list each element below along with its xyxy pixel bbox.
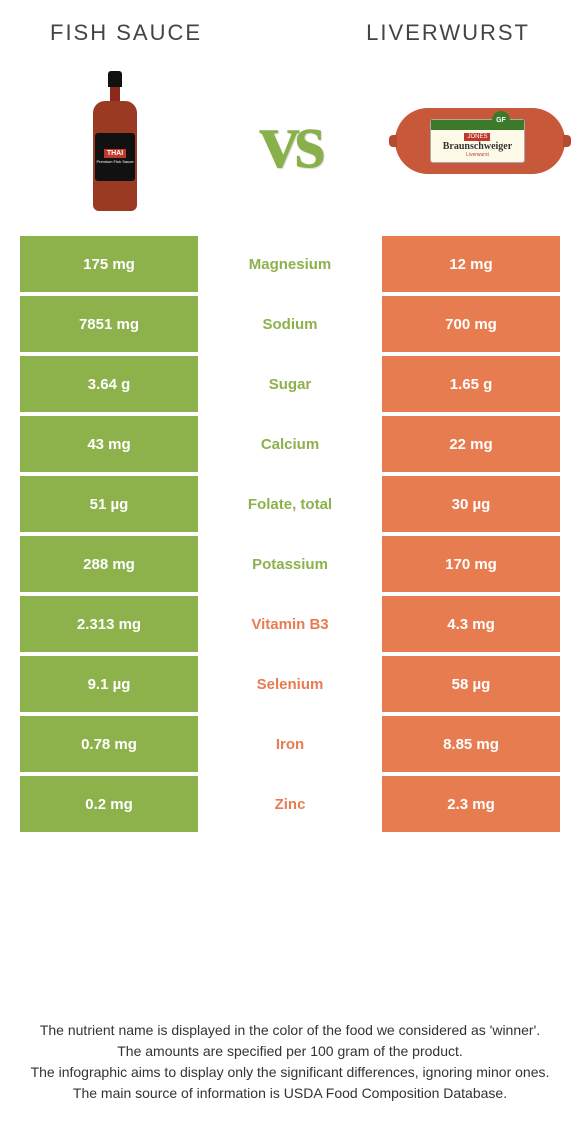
left-value: 0.78 mg: [20, 716, 198, 772]
nutrient-label: Calcium: [198, 416, 382, 472]
footer-line-1: The nutrient name is displayed in the co…: [30, 1020, 550, 1041]
right-value: 170 mg: [382, 536, 560, 592]
liverwurst-sausage-icon: JONES Braunschweiger Liverwurst GF: [390, 101, 540, 181]
nutrient-label: Zinc: [198, 776, 382, 832]
nutrient-row: 3.64 gSugar1.65 g: [20, 356, 560, 412]
header: Fish sauce Liverwurst: [0, 0, 580, 56]
footer-line-4: The main source of information is USDA F…: [30, 1083, 550, 1104]
right-food-title: Liverwurst: [366, 20, 530, 46]
nutrient-label: Sodium: [198, 296, 382, 352]
left-value: 51 µg: [20, 476, 198, 532]
nutrient-label: Magnesium: [198, 236, 382, 292]
fish-sauce-bottle-icon: THAI Premium Fish Sauce: [90, 71, 140, 211]
footer-notes: The nutrient name is displayed in the co…: [0, 1020, 580, 1104]
nutrient-row: 2.313 mgVitamin B34.3 mg: [20, 596, 560, 652]
nutrient-label: Iron: [198, 716, 382, 772]
right-value: 700 mg: [382, 296, 560, 352]
nutrient-row: 0.2 mgZinc2.3 mg: [20, 776, 560, 832]
left-product-image: THAI Premium Fish Sauce: [40, 66, 190, 216]
right-value: 22 mg: [382, 416, 560, 472]
footer-line-3: The infographic aims to display only the…: [30, 1062, 550, 1083]
nutrient-label: Vitamin B3: [198, 596, 382, 652]
right-product-image: JONES Braunschweiger Liverwurst GF: [390, 66, 540, 216]
gluten-free-badge: GF: [492, 111, 510, 129]
sausage-brand: JONES: [464, 133, 490, 141]
nutrient-label: Sugar: [198, 356, 382, 412]
nutrient-row: 0.78 mgIron8.85 mg: [20, 716, 560, 772]
right-value: 1.65 g: [382, 356, 560, 412]
vs-text: vs: [259, 96, 320, 187]
left-value: 0.2 mg: [20, 776, 198, 832]
left-value: 288 mg: [20, 536, 198, 592]
nutrient-label: Folate, total: [198, 476, 382, 532]
left-value: 9.1 µg: [20, 656, 198, 712]
bottle-brand: THAI: [104, 149, 126, 158]
nutrient-row: 9.1 µgSelenium58 µg: [20, 656, 560, 712]
right-value: 58 µg: [382, 656, 560, 712]
nutrient-row: 43 mgCalcium22 mg: [20, 416, 560, 472]
bottle-sub: Premium Fish Sauce: [96, 160, 133, 164]
nutrient-comparison-table: 175 mgMagnesium12 mg7851 mgSodium700 mg3…: [20, 236, 560, 832]
right-value: 30 µg: [382, 476, 560, 532]
left-value: 2.313 mg: [20, 596, 198, 652]
right-value: 4.3 mg: [382, 596, 560, 652]
right-value: 2.3 mg: [382, 776, 560, 832]
sausage-name: Braunschweiger: [443, 141, 512, 152]
left-food-title: Fish sauce: [50, 20, 202, 46]
nutrient-row: 7851 mgSodium700 mg: [20, 296, 560, 352]
left-value: 3.64 g: [20, 356, 198, 412]
right-value: 8.85 mg: [382, 716, 560, 772]
footer-line-2: The amounts are specified per 100 gram o…: [30, 1041, 550, 1062]
nutrient-label: Selenium: [198, 656, 382, 712]
right-value: 12 mg: [382, 236, 560, 292]
sausage-sub: Liverwurst: [466, 152, 489, 158]
nutrient-row: 175 mgMagnesium12 mg: [20, 236, 560, 292]
nutrient-label: Potassium: [198, 536, 382, 592]
nutrient-row: 288 mgPotassium170 mg: [20, 536, 560, 592]
left-value: 43 mg: [20, 416, 198, 472]
left-value: 7851 mg: [20, 296, 198, 352]
vs-row: THAI Premium Fish Sauce vs JONES Braunsc…: [0, 56, 580, 236]
nutrient-row: 51 µgFolate, total30 µg: [20, 476, 560, 532]
left-value: 175 mg: [20, 236, 198, 292]
